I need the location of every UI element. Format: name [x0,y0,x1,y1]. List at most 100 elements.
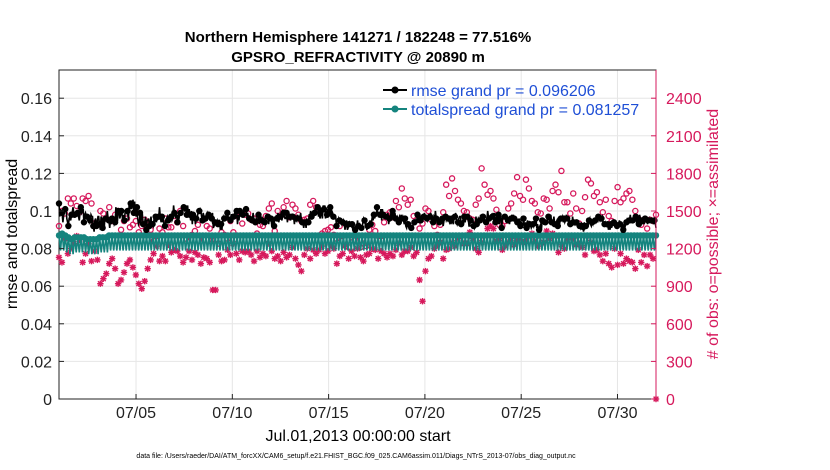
obs-assimilated-point [602,250,609,257]
obs-possible-point [629,196,636,203]
obs-possible-point [596,198,604,206]
obs-possible-point [292,205,299,212]
obs-possible-point [522,176,530,183]
obs-assimilated-stroke [59,259,65,266]
obs-assimilated-stroke [100,275,107,282]
obs-assimilated-point [188,256,196,264]
series-point [77,204,85,211]
obs-assimilated-point [649,255,657,262]
obs-assimilated-stroke [413,249,420,256]
obs-assimilated-point [307,255,314,262]
obs-possible-point [611,197,618,205]
obs-possible-point [265,205,273,212]
y-axis-right: 0 300 600 900 1200 1500 1800 2100 2400 [651,70,702,409]
obs-assimilated-stroke [109,255,116,262]
obs-assimilated-stroke [608,264,615,271]
obs-assimilated-point [117,276,125,284]
obs-assimilated-stroke [183,254,189,261]
y-right-tick-label: 600 [666,317,693,334]
obs-assimilated-stroke [605,260,612,267]
obs-assimilated-stroke [375,255,382,262]
y-left-tick-label: 0.04 [21,317,52,334]
obs-assimilated-stroke [162,258,169,265]
obs-assimilated-stroke [135,280,142,287]
obs-assimilated-point [345,255,352,262]
series-point [532,215,540,222]
series-point [133,204,141,211]
obs-possible-point [398,185,406,192]
obs-possible-point [490,195,497,202]
series-point [467,217,474,224]
obs-assimilated-point [111,265,119,272]
series-point [520,215,527,222]
obs-assimilated-stroke [248,251,254,258]
obs-possible-point [558,167,565,175]
series-point [239,211,247,218]
obs-assimilated-stroke [212,287,219,293]
obs-assimilated-point [194,251,202,259]
series-point [408,224,415,232]
obs-assimilated-stroke [614,261,621,268]
series-point [426,213,434,220]
series-point [111,219,119,226]
obs-possible-point [561,198,568,206]
series-point [517,222,524,230]
series-point [242,205,250,213]
obs-assimilated-stroke [277,258,284,265]
obs-possible-point [309,197,317,205]
obs-assimilated-stroke [490,225,497,232]
obs-possible-point [605,212,612,220]
legend: rmse grand pr = 0.096206 totalspread gra… [383,83,639,119]
obs-possible-point [395,203,403,211]
obs-assimilated-stroke [348,248,355,255]
y-axis-left: 0 0.02 0.04 0.06 0.08 0.1 0.12 0.14 0.16 [21,91,64,409]
obs-assimilated-point [360,257,367,265]
x-axis-label: Jul.01,2013 00:00:00 start [265,428,451,445]
obs-possible-point [546,205,553,212]
obs-assimilated-stroke [647,251,653,258]
obs-assimilated-point [94,256,101,264]
series-point [136,209,144,217]
chart-subtitle: GPSRO_REFRACTIVITY @ 20890 m [231,49,485,66]
obs-possible-point [599,209,607,216]
obs-assimilated-stroke [138,285,145,292]
y-left-tick-label: 0.1 [30,204,52,221]
obs-possible-point [578,207,586,215]
obs-assimilated-point [301,251,308,259]
series-point [348,220,356,228]
obs-assimilated-stroke [197,260,204,267]
obs-possible-point [168,224,175,231]
obs-assimilated-stroke [339,250,346,257]
series-point [320,205,328,213]
obs-assimilated-stroke [487,223,494,229]
x-tick-label: 07/15 [309,405,349,422]
obs-assimilated-stroke [121,269,127,276]
series-point [598,215,605,222]
obs-assimilated-point [596,251,604,259]
obs-assimilated-point [475,249,482,256]
obs-assimilated-stroke [254,248,260,255]
series-point [224,209,231,217]
x-tick-label: 07/20 [405,405,445,422]
obs-assimilated-point [374,255,382,262]
obs-assimilated-stroke [390,253,396,260]
series-point [55,200,63,207]
y-left-tick-label: 0 [43,392,52,409]
series-point [358,224,365,232]
obs-possible-point [472,201,479,208]
obs-assimilated-point [638,259,645,266]
obs-assimilated-stroke [617,250,624,257]
obs-possible-point [552,181,559,188]
obs-assimilated-point [292,255,299,262]
obs-assimilated-point [162,257,169,265]
obs-assimilated-point [555,249,562,256]
obs-possible-point [620,195,627,202]
series-point [489,213,496,220]
series-point [180,204,187,211]
obs-assimilated-stroke [620,260,627,267]
obs-possible-point [238,220,246,227]
series-point [80,219,88,226]
obs-assimilated-stroke [351,253,358,260]
series-point [333,222,340,230]
obs-assimilated-point [179,259,187,266]
